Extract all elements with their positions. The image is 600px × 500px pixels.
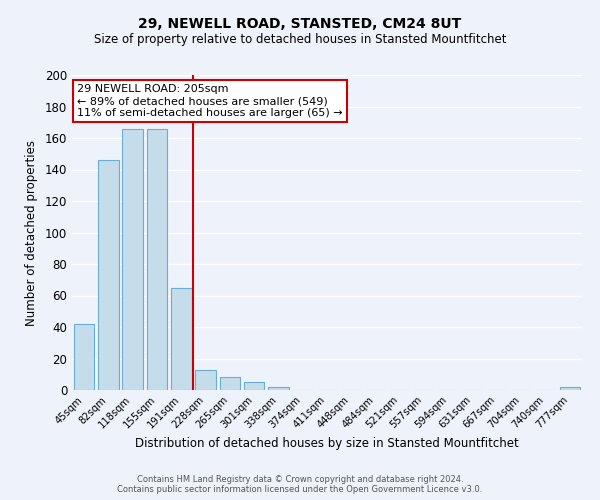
Text: 29, NEWELL ROAD, STANSTED, CM24 8UT: 29, NEWELL ROAD, STANSTED, CM24 8UT — [139, 18, 461, 32]
Text: 29 NEWELL ROAD: 205sqm
← 89% of detached houses are smaller (549)
11% of semi-de: 29 NEWELL ROAD: 205sqm ← 89% of detached… — [77, 84, 343, 117]
Text: Contains HM Land Registry data © Crown copyright and database right 2024.: Contains HM Land Registry data © Crown c… — [137, 475, 463, 484]
Bar — [244, 382, 265, 390]
Bar — [74, 324, 94, 390]
X-axis label: Distribution of detached houses by size in Stansted Mountfitchet: Distribution of detached houses by size … — [135, 438, 519, 450]
Text: Size of property relative to detached houses in Stansted Mountfitchet: Size of property relative to detached ho… — [94, 32, 506, 46]
Bar — [220, 378, 240, 390]
Bar — [268, 387, 289, 390]
Bar — [98, 160, 119, 390]
Bar — [195, 370, 216, 390]
Bar — [560, 387, 580, 390]
Text: Contains public sector information licensed under the Open Government Licence v3: Contains public sector information licen… — [118, 485, 482, 494]
Bar — [171, 288, 191, 390]
Bar — [122, 128, 143, 390]
Bar — [146, 128, 167, 390]
Y-axis label: Number of detached properties: Number of detached properties — [25, 140, 38, 326]
